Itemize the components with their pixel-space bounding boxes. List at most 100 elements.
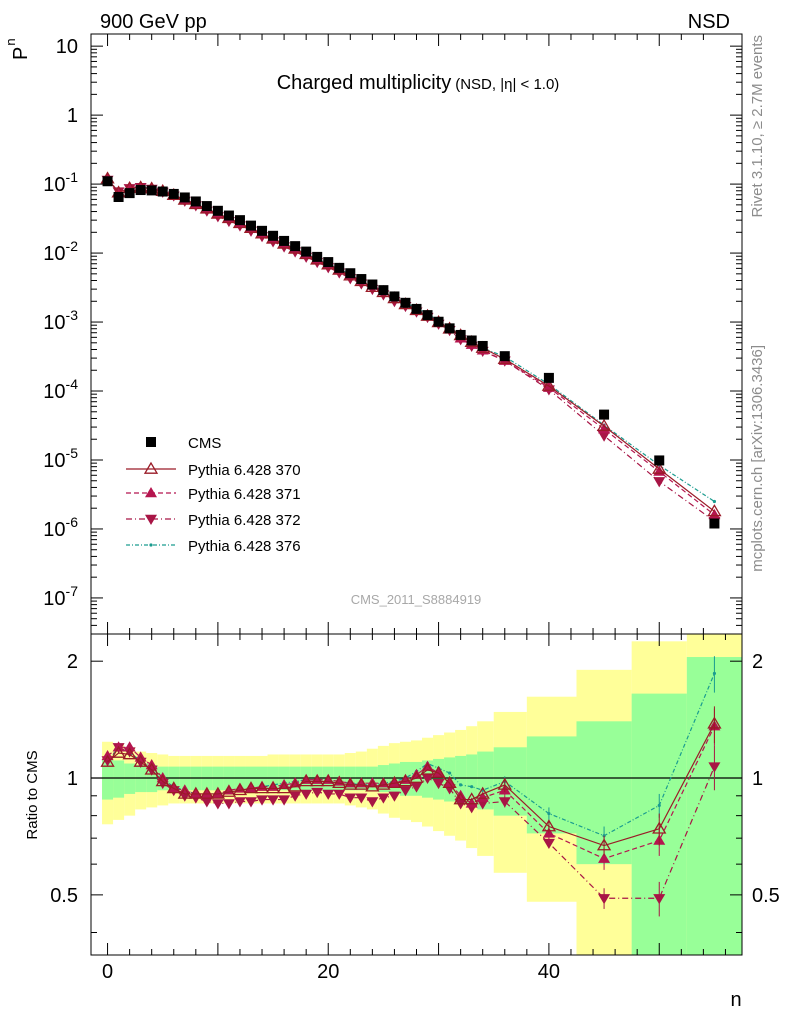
rivet-side-label: Rivet 3.1.10, ≥ 2.7M events: [749, 35, 766, 218]
ratio-y-tick-label-left: 1: [67, 768, 78, 790]
ratio-point-p370: [365, 779, 380, 792]
y-tick-label-base: 10: [43, 450, 65, 472]
ratio-point-p372: [278, 795, 291, 806]
chart-title-main: Charged multiplicity: [277, 72, 452, 94]
data-point-cms: [146, 185, 157, 196]
legend-label: Pythia 6.428 376: [188, 538, 301, 555]
ratio-point-p370: [287, 779, 303, 792]
ratio-point-p372: [289, 791, 302, 802]
data-point-cms: [290, 241, 301, 252]
ratio-point-p372: [542, 838, 555, 850]
data-point-p372: [653, 477, 666, 488]
ratio-point-p372: [222, 799, 235, 810]
top-y-tick-label: 10: [56, 36, 78, 58]
data-point-cms: [234, 215, 245, 226]
data-point-cms: [477, 340, 488, 351]
ratio-point-p372: [267, 795, 280, 806]
y-tick-label-exp: -6: [66, 514, 79, 530]
y-tick-label-exp: -4: [66, 376, 79, 392]
top-y-tick-label: 10-1: [43, 169, 78, 196]
data-point-cms: [345, 268, 356, 279]
data-point-p370: [652, 461, 667, 474]
ratio-point-p370: [464, 792, 479, 805]
legend-marker-p371: [145, 487, 157, 498]
ratio-point-p370: [376, 777, 391, 790]
data-point-cms: [543, 372, 554, 383]
top-y-tick-label: 10-2: [43, 238, 78, 265]
x-tick-label: 40: [538, 961, 560, 983]
top-y-tick-label: 10-4: [43, 376, 78, 403]
ratio-point-p370: [199, 786, 214, 799]
data-point-cms: [312, 251, 323, 262]
top-y-axis-label-sub: n: [3, 38, 18, 45]
data-point-cms: [356, 274, 367, 285]
ratio-point-p370: [276, 781, 292, 794]
ratio-point-p372: [300, 789, 313, 800]
ratio-point-p372: [421, 773, 434, 785]
ratio-y-tick-label-right: 2: [752, 651, 763, 673]
ratio-point-p376: [712, 671, 717, 676]
data-point-cms: [367, 279, 378, 290]
data-point-cms: [245, 220, 256, 231]
uncertainty-band-inner: [113, 760, 125, 798]
ratio-point-p370: [475, 786, 490, 799]
data-point-cms: [323, 257, 334, 268]
y-tick-label-exp: -5: [66, 445, 79, 461]
ratio-point-p372: [388, 791, 401, 802]
ratio-point-p370: [221, 784, 237, 797]
top-y-tick-label: 10-5: [43, 445, 78, 472]
data-point-cms: [135, 185, 146, 196]
ratio-point-p370: [210, 786, 226, 799]
top-y-tick-label: 10-7: [43, 583, 78, 610]
data-point-cms: [433, 316, 444, 327]
data-point-cms: [599, 409, 610, 420]
data-point-p370: [596, 418, 612, 431]
ratio-y-axis-label: Ratio to CMS: [24, 750, 41, 839]
ratio-point-p372: [598, 894, 611, 905]
ratio-point-p370: [596, 838, 612, 851]
ratio-y-tick-label-right: 0.5: [752, 885, 780, 907]
ratio-point-p372: [244, 797, 257, 808]
ratio-point-p370: [497, 777, 512, 790]
legend-marker-p372: [145, 514, 157, 525]
ratio-y-tick-label-right: 1: [752, 768, 763, 790]
data-point-cms: [301, 246, 312, 257]
ratio-point-p371: [432, 767, 445, 778]
ratio-point-p370: [343, 777, 358, 790]
y-tick-label-exp: -3: [66, 307, 79, 323]
ratio-point-p372: [211, 799, 224, 810]
data-point-cms: [455, 329, 466, 340]
mcplots-side-label: mcplots.cern.ch [arXiv:1306.3436]: [749, 345, 766, 572]
legend-marker-cms: [146, 437, 156, 447]
data-point-cms: [212, 205, 223, 216]
chart-title: Charged multiplicity (NSD, |η| < 1.0): [277, 72, 560, 94]
ratio-point-p372: [322, 789, 335, 800]
ratio-point-p376: [547, 811, 551, 816]
series-line-p376: [107, 178, 715, 503]
uncertainty-band-inner: [493, 747, 527, 816]
ratio-point-p371: [123, 741, 136, 752]
legend-label: Pythia 6.428 371: [188, 486, 301, 503]
analysis-label: CMS_2011_S8884919: [351, 592, 482, 607]
ratio-point-p370: [652, 821, 667, 834]
top-y-tick-label: 1: [67, 105, 78, 127]
uncertainty-band-inner: [124, 763, 136, 794]
ratio-point-p371: [465, 797, 478, 808]
legend-label: Pythia 6.428 370: [188, 462, 301, 479]
data-point-cms: [102, 176, 113, 187]
ratio-point-p371: [200, 787, 213, 799]
ratio-point-p370: [310, 774, 325, 787]
ratio-point-p370: [155, 774, 170, 787]
uncertainty-band-inner: [455, 755, 467, 804]
ratio-point-p370: [254, 781, 270, 794]
data-point-cms: [411, 303, 422, 314]
ratio-point-p370: [453, 792, 468, 805]
ratio-point-p370: [144, 762, 159, 775]
ratio-point-p371: [388, 777, 401, 788]
ratio-point-p370: [442, 775, 457, 789]
data-point-cms: [190, 196, 201, 207]
data-point-cms: [223, 210, 234, 221]
ratio-point-p370: [398, 774, 413, 787]
data-point-p372: [598, 431, 611, 442]
